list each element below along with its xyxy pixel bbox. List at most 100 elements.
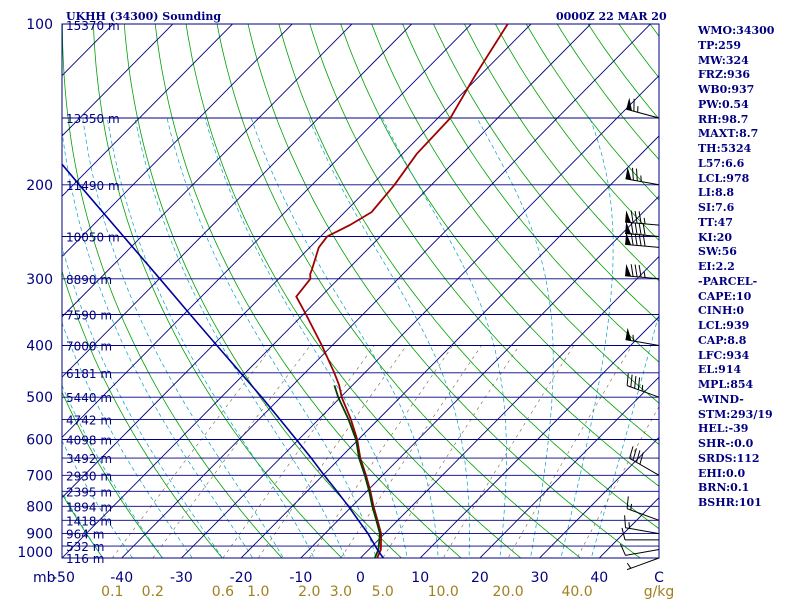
height-label: 8890 m [66, 273, 112, 287]
moist-adiabat [204, 117, 408, 558]
mixing-ratio-label: 0.2 [142, 584, 164, 600]
index-line: WB0:937 [698, 83, 755, 96]
isotherm [62, 24, 472, 439]
index-line: RH:98.7 [698, 112, 749, 126]
index-line: -PARCEL- [698, 274, 758, 288]
isotherm [62, 24, 353, 318]
index-line: LCL:978 [698, 171, 750, 185]
wind-barb [624, 515, 660, 535]
moist-adiabat [590, 311, 659, 558]
mixing-ratio-line [222, 345, 375, 558]
index-line: CAPE:10 [698, 289, 752, 303]
index-line: SHR-:0.0 [698, 437, 754, 450]
pressure-tick-label: 600 [26, 433, 53, 449]
mixing-ratio-line [152, 345, 311, 558]
isotherm [62, 24, 293, 258]
isotherm [479, 376, 659, 558]
mixing-ratio-line [382, 345, 520, 558]
index-line: CAP:8.8 [698, 333, 747, 347]
height-label: 116 m [66, 552, 104, 566]
mixing-ratio-line [576, 405, 659, 558]
mixing-ratio-label: 40.0 [561, 584, 592, 600]
temperature-tick-label: -50 [52, 570, 75, 586]
isotherm [0, 0, 18, 569]
height-label: 4742 m [66, 413, 112, 427]
moist-adiabat [106, 117, 315, 558]
mixing-ratio-line [111, 345, 274, 558]
index-line: SI:7.6 [698, 201, 735, 214]
wind-barb [625, 167, 660, 186]
index-line: TT:47 [698, 215, 733, 229]
wind-barb [625, 210, 660, 226]
pressure-tick-label: 900 [26, 527, 53, 543]
index-line: LCL:939 [698, 319, 750, 332]
isotherm [419, 316, 659, 558]
index-line: KI:20 [698, 230, 733, 244]
height-label: 7000 m [66, 340, 112, 354]
index-line: BRN:0.1 [698, 481, 750, 495]
height-label: 2395 m [66, 485, 112, 499]
pressure-tick-label: 700 [26, 468, 53, 484]
height-label: 10050 m [66, 230, 120, 244]
height-label: 7590 m [66, 309, 112, 323]
index-line: L57:6.6 [698, 156, 745, 170]
plot-frame [61, 23, 660, 559]
index-line: SRDS:112 [698, 451, 760, 465]
index-line: STM:293/19 [698, 407, 773, 421]
wind-barb [626, 373, 660, 398]
dry-adiabat [62, 492, 104, 558]
index-line: HEL:-39 [698, 422, 749, 436]
temperature-tick-label: 40 [590, 570, 608, 586]
index-line: EHI:0.0 [698, 466, 746, 480]
valid-time: 0000Z 22 MAR 20 [556, 10, 667, 23]
wind-barb [629, 446, 660, 476]
index-line: TH:5324 [698, 142, 752, 155]
mixing-ratio-label: 10.0 [428, 584, 459, 600]
temperature-tick-label: -40 [110, 570, 133, 586]
mixing-ratio-line [340, 345, 482, 558]
index-line: PW:0.54 [698, 97, 749, 111]
height-label: 4098 m [66, 434, 112, 448]
isotherm [62, 24, 592, 558]
index-line: WMO:34300 [698, 24, 775, 37]
index-line: EI:2.2 [698, 260, 735, 273]
dry-adiabat [154, 24, 462, 558]
index-line: -WIND- [698, 392, 744, 406]
height-label: 532 m [66, 540, 104, 554]
pressure-tick-label: 1000 [17, 545, 53, 561]
mixing-ratio-label: 1.0 [247, 584, 269, 600]
isotherm [180, 75, 659, 558]
height-label: 5440 m [66, 391, 112, 405]
pressure-tick-label: 300 [26, 272, 53, 288]
mixing-ratio-label: 0.6 [212, 584, 234, 600]
index-line: SW:56 [698, 245, 737, 259]
dry-adiabat [123, 24, 402, 558]
dewpoint-trace [333, 385, 381, 558]
height-label: 6181 m [66, 367, 112, 381]
mixing-ratio-line [507, 345, 633, 558]
wind-barb [625, 263, 660, 280]
temperature-unit-label: C [654, 570, 664, 586]
height-label: 2930 m [66, 469, 112, 483]
pressure-tick-label: 200 [26, 178, 53, 194]
mixing-ratio-label: 0.1 [101, 584, 123, 600]
index-line: LI:8.8 [698, 186, 735, 200]
dry-adiabat [62, 391, 164, 558]
isotherm [62, 24, 174, 137]
isotherm [62, 24, 413, 378]
mixing-ratio-label: 2.0 [298, 584, 320, 600]
isotherm [121, 24, 652, 558]
pressure-unit-label: mb [33, 570, 56, 586]
background-grid [0, 0, 659, 569]
temperature-tick-label: 20 [471, 570, 489, 586]
wind-barb [620, 543, 660, 556]
moist-adiabat [166, 117, 377, 558]
isotherm [359, 255, 659, 558]
height-label: 3492 m [66, 452, 112, 466]
mixing-ratio-label: 20.0 [493, 584, 524, 600]
temperature-trace [295, 24, 509, 558]
height-label: 13350 m [66, 112, 120, 126]
temperature-tick-label: -20 [230, 570, 253, 586]
